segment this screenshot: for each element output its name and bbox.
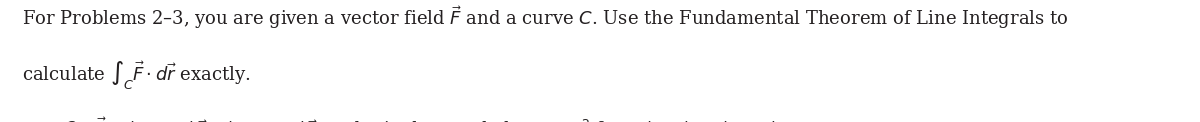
Text: For Problems 2–3, you are given a vector field $\vec{F}$ and a curve $C$. Use th: For Problems 2–3, you are given a vector… — [22, 4, 1068, 30]
Text: calculate $\int_C \vec{F} \cdot d\vec{r}$ exactly.: calculate $\int_C \vec{F} \cdot d\vec{r}… — [22, 59, 250, 91]
Text: 2.  $\vec{F} = (x + 4y)\,\vec{\imath} + (4x + 6y)\,\vec{\jmath}$, and $C$ is the: 2. $\vec{F} = (x + 4y)\,\vec{\imath} + (… — [66, 115, 784, 122]
